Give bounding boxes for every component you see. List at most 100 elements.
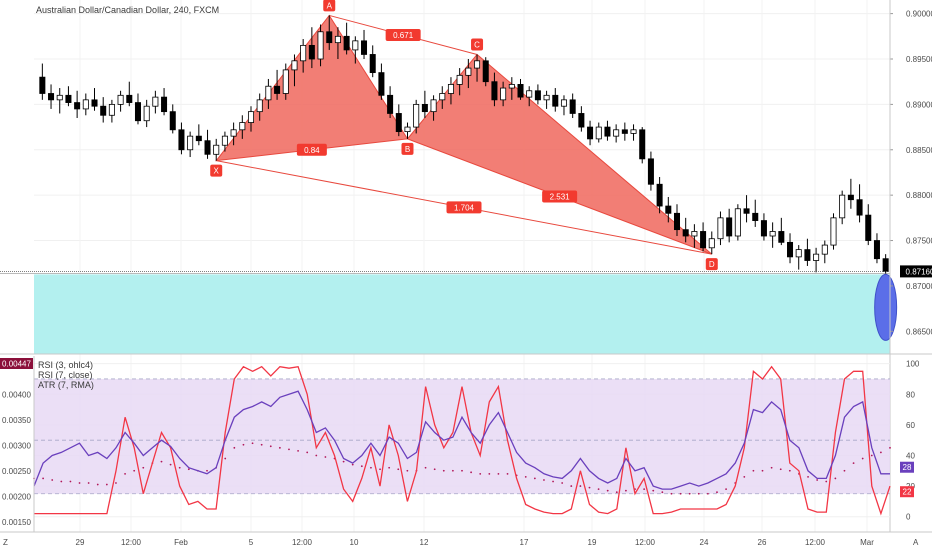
candle[interactable] [100, 97, 107, 123]
candle[interactable] [395, 104, 402, 137]
time-tick-label[interactable]: 12:00 [121, 538, 142, 547]
candle[interactable] [474, 54, 481, 82]
candle[interactable] [361, 29, 368, 59]
candle[interactable] [447, 77, 454, 105]
time-tick-label[interactable]: 12:00 [292, 538, 313, 547]
candle[interactable] [300, 39, 307, 73]
ind-left-tick-label[interactable]: 0.00250 [2, 467, 31, 476]
ind-right-tick-label[interactable]: 80 [906, 390, 915, 399]
candle[interactable] [169, 104, 176, 134]
candle[interactable] [873, 233, 880, 264]
candle[interactable] [804, 238, 811, 266]
candle[interactable] [717, 211, 724, 246]
candle[interactable] [369, 45, 376, 78]
indicator-legend[interactable]: RSI (3, ohlc4)RSI (7, close)ATR (7, RMA) [38, 360, 94, 390]
candle[interactable] [326, 15, 333, 50]
candle[interactable] [647, 151, 654, 191]
time-tick-label[interactable]: 19 [588, 538, 597, 547]
candle[interactable] [613, 124, 620, 143]
time-tick-label[interactable]: Feb [174, 538, 188, 547]
time-axis[interactable]: 29 12:00 Feb 5 12:00 10 12 17 19 12:00 24 26 12:00 Ma… [76, 538, 875, 547]
candle[interactable] [621, 122, 628, 141]
candle[interactable] [821, 240, 828, 264]
candle[interactable] [404, 122, 411, 139]
candle[interactable] [665, 196, 672, 223]
candle[interactable] [569, 93, 576, 118]
time-tick-label[interactable]: 10 [350, 538, 359, 547]
candle[interactable] [769, 222, 776, 248]
candle[interactable] [865, 204, 872, 246]
candle[interactable] [82, 93, 89, 116]
candle[interactable] [847, 178, 854, 209]
candle[interactable] [143, 99, 150, 128]
candle[interactable] [604, 120, 611, 141]
ind-left-tick-label[interactable]: 0.00350 [2, 416, 31, 425]
candle[interactable] [343, 22, 350, 55]
candle[interactable] [734, 204, 741, 241]
candle[interactable] [830, 213, 837, 250]
candle[interactable] [56, 88, 63, 114]
candle[interactable] [334, 27, 341, 59]
indicator-right-axis[interactable]: 0204060801002822 [900, 360, 920, 522]
last-price-badge[interactable]: 0.87160 [900, 265, 932, 278]
candle[interactable] [117, 90, 124, 112]
candle[interactable] [256, 93, 263, 121]
timezone-corner-label[interactable]: Z [3, 538, 8, 547]
candle[interactable] [439, 86, 446, 109]
candle[interactable] [413, 99, 420, 134]
atr-value-badge[interactable]: 0.00447 [0, 358, 33, 369]
time-tick-label[interactable]: 26 [758, 538, 767, 547]
candle[interactable] [787, 233, 794, 264]
candle[interactable] [491, 72, 498, 107]
rsi3-value-badge[interactable]: 22 [900, 486, 914, 498]
candle[interactable] [187, 131, 194, 158]
candle[interactable] [552, 88, 559, 112]
candle[interactable] [108, 99, 115, 123]
candle[interactable] [760, 213, 767, 241]
legend-item[interactable]: ATR (7, RMA) [38, 380, 94, 390]
candle[interactable] [517, 78, 524, 100]
candle[interactable] [752, 199, 759, 227]
candle[interactable] [265, 78, 272, 109]
ind-right-tick-label[interactable]: 60 [906, 421, 915, 430]
time-tick-label[interactable]: 12 [420, 538, 429, 547]
candle[interactable] [673, 204, 681, 236]
candle[interactable] [195, 124, 202, 146]
candle[interactable] [743, 195, 750, 223]
candle[interactable] [508, 77, 515, 100]
candle[interactable] [161, 88, 168, 116]
candle[interactable] [282, 63, 289, 100]
ind-left-tick-label[interactable]: 0.00400 [2, 390, 31, 399]
candle[interactable] [221, 131, 228, 152]
candle[interactable] [126, 81, 133, 107]
candle[interactable] [726, 208, 733, 243]
candle[interactable] [882, 254, 889, 276]
time-tick-label[interactable]: 12:00 [805, 538, 826, 547]
candle[interactable] [178, 122, 185, 155]
ind-right-tick-label[interactable]: 100 [906, 360, 920, 369]
time-tick-label[interactable]: 29 [76, 538, 85, 547]
candle[interactable] [465, 59, 472, 89]
candle[interactable] [526, 86, 533, 107]
candle[interactable] [74, 90, 81, 118]
candle[interactable] [691, 224, 698, 248]
candle[interactable] [639, 127, 646, 164]
candle[interactable] [247, 106, 255, 132]
candle[interactable] [482, 57, 489, 87]
candle[interactable] [560, 95, 567, 116]
candle[interactable] [204, 129, 211, 159]
legend-item[interactable]: RSI (3, ohlc4) [38, 360, 93, 370]
candle[interactable] [656, 177, 663, 214]
candle[interactable] [578, 106, 585, 132]
candlestick-series[interactable] [39, 15, 889, 276]
rsi7-value-badge[interactable]: 28 [900, 461, 914, 473]
candle[interactable] [456, 68, 463, 96]
candle[interactable] [308, 27, 315, 69]
candle[interactable] [856, 184, 863, 223]
